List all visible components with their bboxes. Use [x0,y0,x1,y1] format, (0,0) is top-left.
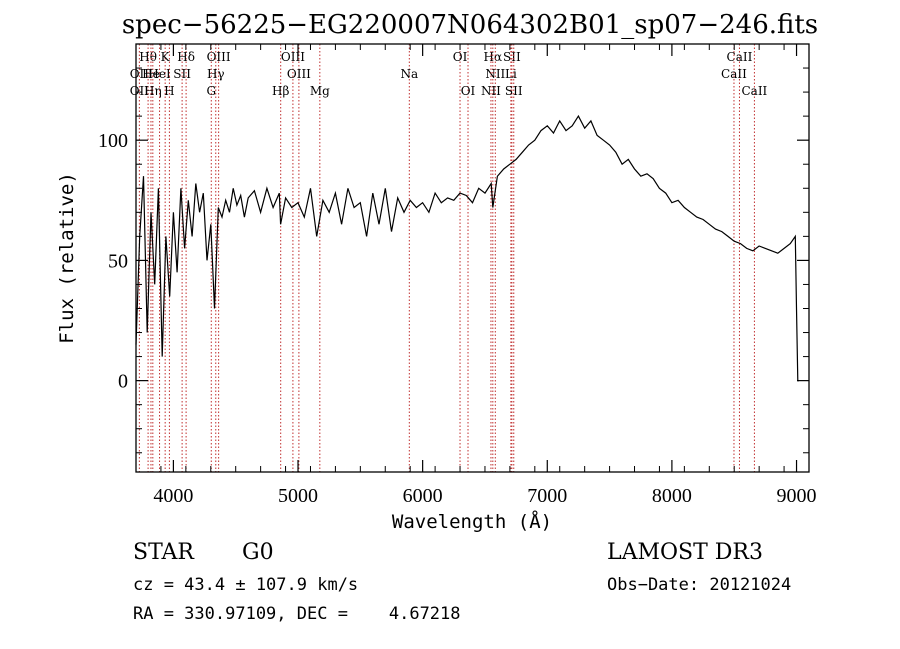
object-class: STAR [133,540,194,565]
x-axis-label: Wavelength (Å) [392,510,552,533]
y-tick-label: 100 [98,130,128,152]
x-tick-label: 8000 [652,485,692,507]
spectral-line-label: NII [481,84,501,98]
spectral-line-label: OII [130,67,150,81]
chart-title: spec−56225−EG220007N064302B01_sp07−246.f… [122,10,818,40]
spectral-line-label: He [142,67,160,81]
spectral-line-label: NII [485,67,505,81]
spectral-line-label: OII [130,84,150,98]
spectral-line-label: Hγ [207,67,225,81]
spectral-line-label: Hδ [177,50,195,64]
spectral-line-label: OI [453,50,468,64]
spectral-line-label: OI [461,84,476,98]
y-axis-label: Flux (relative) [56,172,78,344]
spectral-line-label: Mg [310,84,330,98]
object-subclass: G0 [242,540,274,565]
coordinates: RA = 330.97109, DEC = 4.67218 [133,604,461,624]
x-tick-label: 7000 [527,485,567,507]
spectral-line-label: HeI [148,67,171,81]
spectral-line-label: CaII [721,67,747,81]
spectral-line-label: OIII [281,50,305,64]
x-tick-label: 6000 [403,485,443,507]
spectral-line-label: Li [505,67,517,81]
spectral-line-label: Hθ [139,50,157,64]
spectral-line-label: SII [503,50,521,64]
y-tick-label: 0 [118,371,128,393]
plot-frame [135,43,810,473]
spectral-line-label: Hη [144,84,162,98]
spectral-line-label: SII [173,67,191,81]
spectral-line-label: CaII [727,50,753,64]
spectral-line-label: OIII [207,50,231,64]
spectral-line-label: CaII [741,84,767,98]
spectral-line-label: Hβ [272,84,289,98]
x-tick-label: 5000 [278,485,318,507]
spectral-line-label: Hα [484,50,503,64]
spectral-line-label: G [206,84,216,98]
spectral-line-label: K [161,50,171,64]
observation-date: Obs−Date: 20121024 [607,575,792,595]
survey-name: LAMOST DR3 [607,540,763,565]
spectrum-series-line [135,114,799,382]
spectral-line-label: SII [505,84,523,98]
redshift-velocity: cz = 43.4 ± 107.9 km/s [133,575,359,595]
x-tick-label: 9000 [777,485,817,507]
spectral-line-label: Na [400,67,418,81]
y-tick-label: 50 [108,250,128,272]
axis-ticks-layer: 4000 5000 6000 7000 8000 9000 0 50 100 [98,44,817,507]
spectral-line-label: OIII [287,67,311,81]
x-tick-label: 4000 [153,485,193,507]
spectral-line-label: H [164,84,174,98]
